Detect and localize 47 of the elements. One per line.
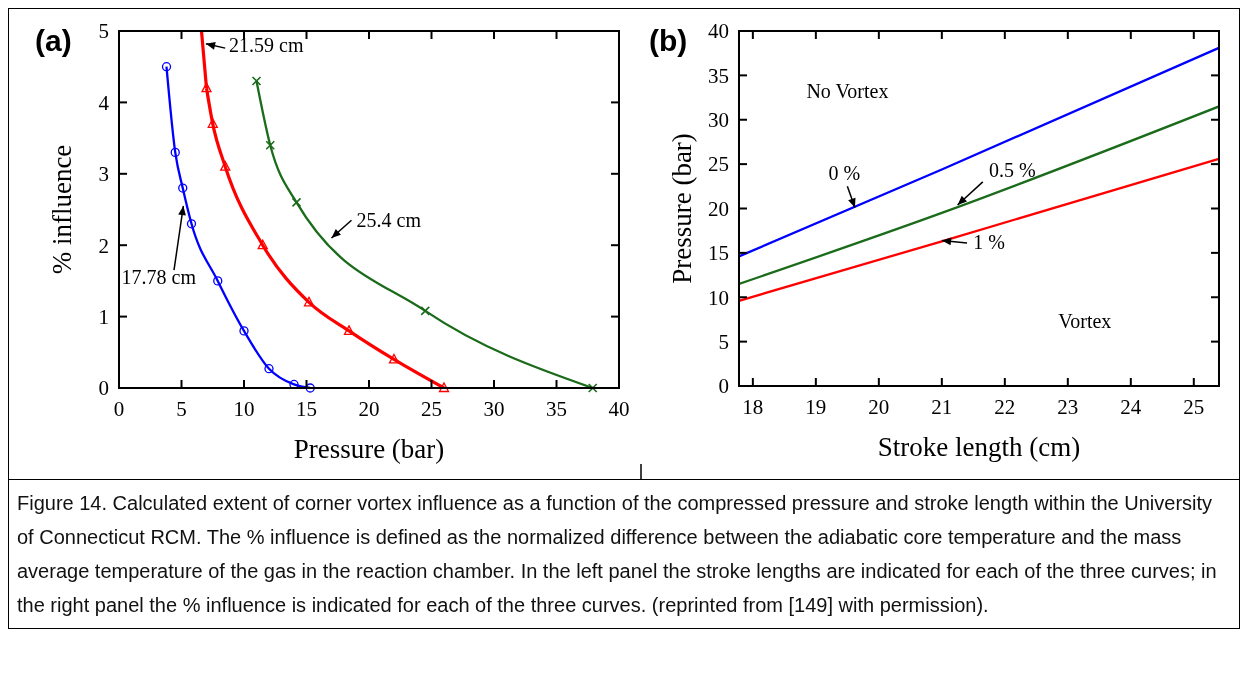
series-label: 0 % <box>828 162 861 185</box>
series-label: 0.5 % <box>989 158 1036 181</box>
x-tick-label: 21 <box>931 395 953 419</box>
y-tick-label: 1 <box>98 304 109 329</box>
y-tick-label: 25 <box>708 152 729 177</box>
y-tick-label: 3 <box>98 162 109 187</box>
y-tick-label: 30 <box>708 108 729 133</box>
y-tick-label: 2 <box>98 233 109 258</box>
x-tick-label: 5 <box>176 397 187 421</box>
caption: Figure 14. Calculated extent of corner vortex influence as a function of the compressed pressure and stroke length within the University of Connecticut RCM. The % influence is defined as the normalized difference between the adiabatic core temperature and the mass average temperature of the gas in the reaction chamber. In the left panel the stroke lengths are indicated for each of the three curves; in the right panel the % influence is indicated for each of the three curves. (reprinted from [149] with permission). <box>9 479 1239 628</box>
x-tick-label: 20 <box>358 397 380 421</box>
x-tick-label: 22 <box>994 395 1016 419</box>
y-tick-label: 35 <box>708 63 729 88</box>
x-tick-label: 10 <box>233 397 255 421</box>
y-tick-label: 20 <box>708 196 729 221</box>
annotation: No Vortex <box>806 79 889 102</box>
y-axis-title: Pressure (bar) <box>667 133 697 284</box>
x-tick-label: 30 <box>483 397 505 421</box>
series-label: 17.78 cm <box>121 266 197 289</box>
series-label: 25.4 cm <box>356 209 422 232</box>
x-tick-label: 25 <box>1183 395 1205 419</box>
x-tick-label: 25 <box>421 397 442 421</box>
y-axis-title: % influence <box>47 144 77 275</box>
x-tick-label: 18 <box>742 395 764 419</box>
x-tick-label: 23 <box>1057 395 1079 419</box>
y-tick-label: 0 <box>98 376 109 401</box>
chart-title: (b) <box>649 24 688 57</box>
y-tick-label: 5 <box>98 19 109 44</box>
x-tick-label: 20 <box>868 395 890 419</box>
y-tick-label: 15 <box>708 241 729 266</box>
x-axis-title: Stroke length (cm) <box>877 432 1081 462</box>
y-tick-label: 4 <box>98 90 110 115</box>
x-tick-label: 15 <box>296 397 317 421</box>
y-tick-label: 5 <box>718 329 729 354</box>
x-tick-label: 19 <box>805 395 827 419</box>
annotation: Vortex <box>1058 310 1112 333</box>
series-label: 1 % <box>973 231 1005 254</box>
y-tick-label: 10 <box>708 285 729 310</box>
chart-title: (a) <box>35 24 72 57</box>
x-tick-label: 40 <box>608 397 630 421</box>
y-tick-label: 0 <box>718 374 729 399</box>
y-tick-label: 40 <box>708 19 729 44</box>
x-tick-label: 0 <box>113 397 125 421</box>
x-tick-label: 24 <box>1120 395 1142 419</box>
x-axis-title: Pressure (bar) <box>293 434 445 464</box>
series-label: 21.59 cm <box>229 34 304 57</box>
x-tick-label: 35 <box>546 397 567 421</box>
